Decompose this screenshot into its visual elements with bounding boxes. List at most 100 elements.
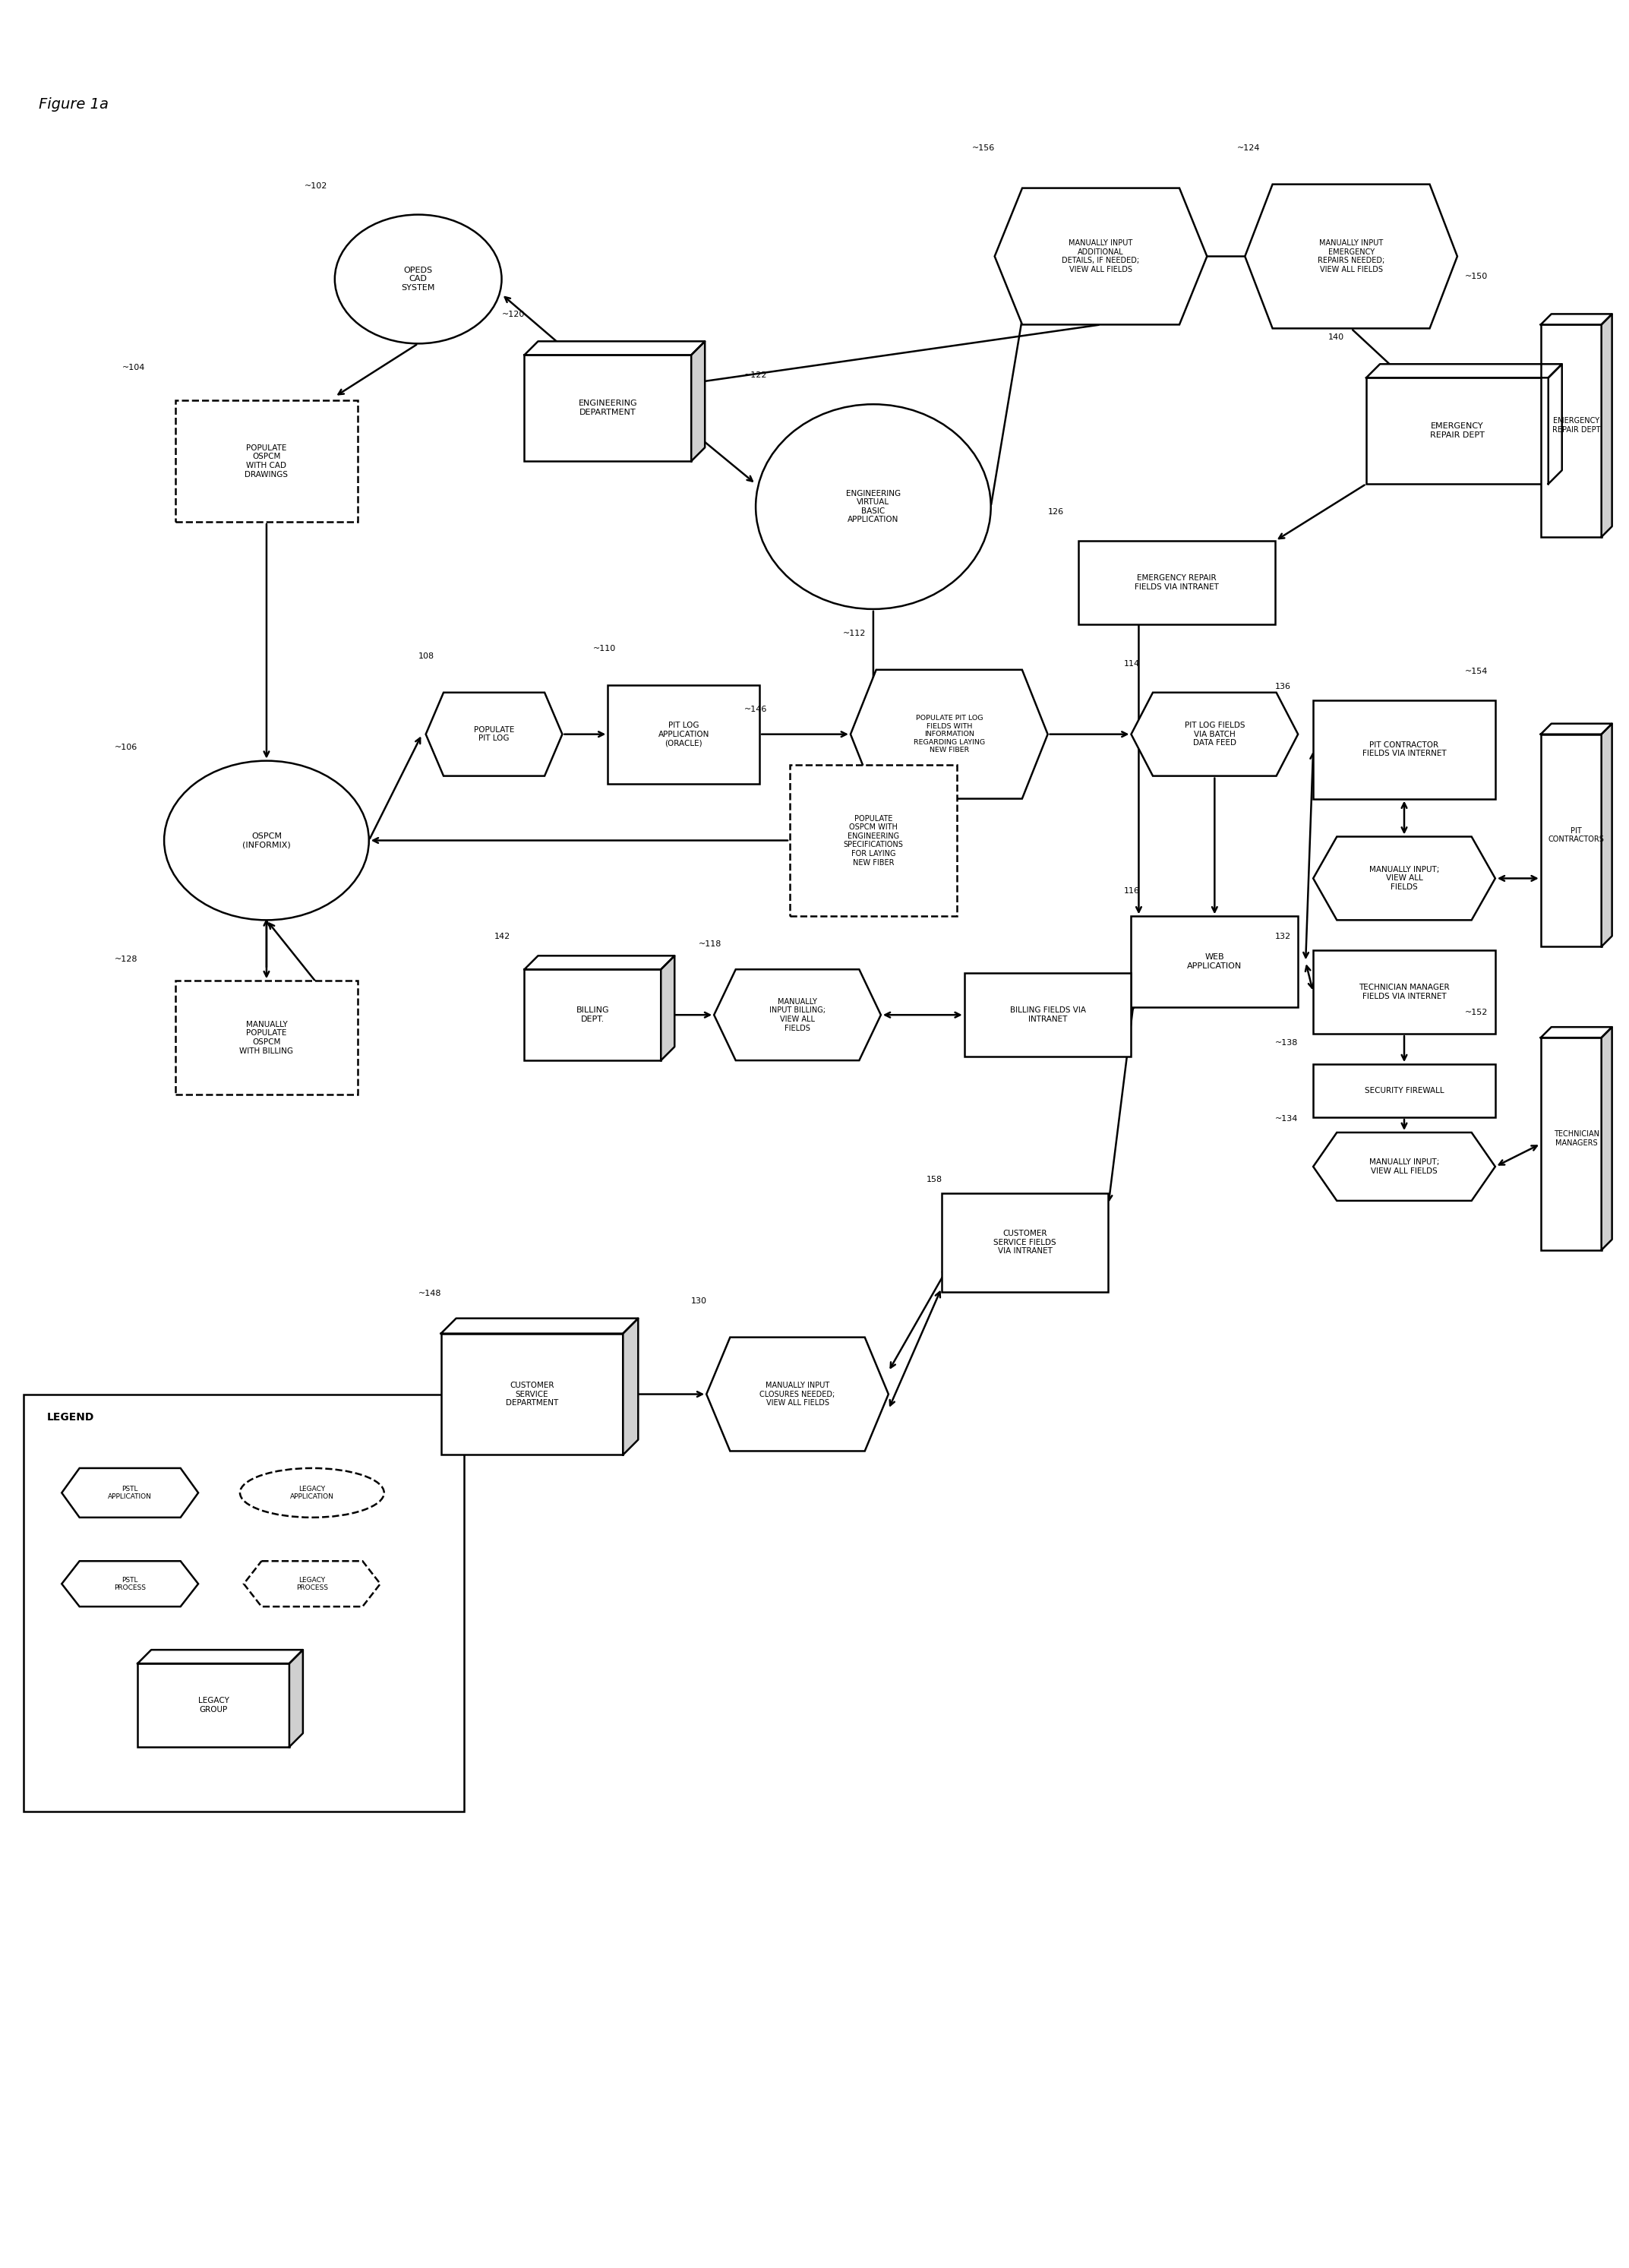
- Text: ENGINEERING
DEPARTMENT: ENGINEERING DEPARTMENT: [578, 399, 637, 417]
- Bar: [1367, 379, 1548, 483]
- Text: TECHNICIAN MANAGER
FIELDS VIA INTERNET: TECHNICIAN MANAGER FIELDS VIA INTERNET: [1359, 984, 1450, 1000]
- Bar: [964, 973, 1131, 1057]
- Text: ~146: ~146: [744, 705, 767, 712]
- Text: LEGACY
APPLICATION: LEGACY APPLICATION: [290, 1486, 334, 1499]
- Text: OPEDS
CAD
SYSTEM: OPEDS CAD SYSTEM: [401, 268, 435, 293]
- Polygon shape: [1245, 184, 1458, 329]
- Polygon shape: [1541, 313, 1613, 324]
- Polygon shape: [1541, 1027, 1613, 1039]
- Text: PIT LOG FIELDS
VIA BATCH
DATA FEED: PIT LOG FIELDS VIA BATCH DATA FEED: [1184, 721, 1245, 746]
- Text: ~110: ~110: [593, 644, 616, 653]
- Text: ~156: ~156: [973, 145, 995, 152]
- Text: LEGEND: LEGEND: [47, 1411, 94, 1422]
- Text: MANUALLY INPUT;
VIEW ALL
FIELDS: MANUALLY INPUT; VIEW ALL FIELDS: [1368, 866, 1440, 891]
- Text: BILLING
DEPT.: BILLING DEPT.: [577, 1007, 609, 1023]
- Polygon shape: [244, 1560, 380, 1606]
- Polygon shape: [691, 340, 705, 460]
- Text: MANUALLY
POPULATE
OSPCM
WITH BILLING: MANUALLY POPULATE OSPCM WITH BILLING: [239, 1021, 293, 1055]
- Text: PSTL
PROCESS: PSTL PROCESS: [114, 1576, 147, 1592]
- Polygon shape: [714, 968, 881, 1061]
- Bar: [176, 401, 357, 522]
- Polygon shape: [995, 188, 1207, 324]
- Text: LEGACY
GROUP: LEGACY GROUP: [197, 1696, 230, 1712]
- Bar: [525, 356, 691, 460]
- Bar: [1313, 950, 1495, 1034]
- Ellipse shape: [336, 215, 502, 342]
- Text: ~112: ~112: [842, 631, 867, 637]
- Text: PIT LOG
APPLICATION
(ORACLE): PIT LOG APPLICATION (ORACLE): [658, 721, 709, 746]
- Polygon shape: [441, 1318, 639, 1334]
- Text: ~128: ~128: [114, 955, 138, 964]
- Text: MANUALLY INPUT;
VIEW ALL FIELDS: MANUALLY INPUT; VIEW ALL FIELDS: [1368, 1159, 1440, 1175]
- Bar: [24, 1395, 464, 1812]
- Polygon shape: [1601, 723, 1613, 946]
- Polygon shape: [1131, 692, 1298, 776]
- Polygon shape: [707, 1338, 888, 1452]
- Text: ~124: ~124: [1238, 145, 1261, 152]
- Text: EMERGENCY
REPAIR DEPT: EMERGENCY REPAIR DEPT: [1552, 417, 1600, 433]
- Text: PSTL
APPLICATION: PSTL APPLICATION: [108, 1486, 151, 1499]
- Bar: [1313, 1064, 1495, 1118]
- Text: Figure 1a: Figure 1a: [39, 98, 109, 111]
- Text: ~102: ~102: [305, 181, 327, 191]
- Bar: [1541, 1039, 1601, 1250]
- Text: EMERGENCY
REPAIR DEPT: EMERGENCY REPAIR DEPT: [1430, 422, 1484, 440]
- Text: MANUALLY INPUT
EMERGENCY
REPAIRS NEEDED;
VIEW ALL FIELDS: MANUALLY INPUT EMERGENCY REPAIRS NEEDED;…: [1318, 240, 1385, 274]
- Polygon shape: [62, 1560, 199, 1606]
- Polygon shape: [1313, 837, 1495, 921]
- Polygon shape: [1601, 313, 1613, 538]
- Text: ~122: ~122: [744, 372, 767, 379]
- Text: 142: 142: [494, 932, 510, 941]
- Text: POPULATE
OSPCM
WITH CAD
DRAWINGS: POPULATE OSPCM WITH CAD DRAWINGS: [244, 445, 288, 479]
- Text: CUSTOMER
SERVICE FIELDS
VIA INTRANET: CUSTOMER SERVICE FIELDS VIA INTRANET: [994, 1229, 1056, 1254]
- Text: 130: 130: [691, 1297, 707, 1304]
- Text: ~154: ~154: [1464, 667, 1487, 676]
- Ellipse shape: [756, 404, 990, 610]
- Bar: [1541, 735, 1601, 946]
- Text: 132: 132: [1276, 932, 1292, 941]
- Polygon shape: [850, 669, 1047, 798]
- Text: ~134: ~134: [1276, 1116, 1298, 1123]
- Bar: [525, 968, 661, 1061]
- Text: 126: 126: [1047, 508, 1064, 515]
- Bar: [1541, 324, 1601, 538]
- Text: PIT CONTRACTOR
FIELDS VIA INTERNET: PIT CONTRACTOR FIELDS VIA INTERNET: [1362, 742, 1447, 758]
- Bar: [1078, 540, 1276, 624]
- Text: POPULATE
PIT LOG: POPULATE PIT LOG: [474, 726, 515, 742]
- Text: WEB
APPLICATION: WEB APPLICATION: [1188, 953, 1241, 971]
- Text: 136: 136: [1276, 683, 1292, 689]
- Text: ~152: ~152: [1464, 1009, 1487, 1016]
- Polygon shape: [1541, 723, 1613, 735]
- Polygon shape: [525, 340, 705, 356]
- Ellipse shape: [239, 1467, 384, 1517]
- Text: 114: 114: [1124, 660, 1140, 667]
- Polygon shape: [661, 955, 674, 1061]
- Text: SECURITY FIREWALL: SECURITY FIREWALL: [1365, 1086, 1443, 1095]
- Text: 140: 140: [1328, 333, 1344, 340]
- Text: OSPCM
(INFORMIX): OSPCM (INFORMIX): [243, 832, 290, 848]
- Polygon shape: [290, 1649, 303, 1746]
- Text: MANUALLY
INPUT BILLING;
VIEW ALL
FIELDS: MANUALLY INPUT BILLING; VIEW ALL FIELDS: [769, 998, 826, 1032]
- Polygon shape: [525, 955, 674, 968]
- Text: ~148: ~148: [419, 1290, 441, 1297]
- Polygon shape: [1313, 1132, 1495, 1200]
- Text: ~118: ~118: [699, 941, 722, 948]
- Text: ~120: ~120: [502, 311, 525, 318]
- Text: EMERGENCY REPAIR
FIELDS VIA INTRANET: EMERGENCY REPAIR FIELDS VIA INTRANET: [1134, 574, 1218, 590]
- Bar: [608, 685, 759, 782]
- Text: TECHNICIAN
MANAGERS: TECHNICIAN MANAGERS: [1554, 1129, 1600, 1148]
- Polygon shape: [1367, 365, 1562, 379]
- Polygon shape: [1548, 365, 1562, 483]
- Bar: [441, 1334, 622, 1454]
- Text: ~150: ~150: [1464, 272, 1487, 281]
- Polygon shape: [622, 1318, 639, 1454]
- Text: 108: 108: [419, 653, 435, 660]
- Polygon shape: [1601, 1027, 1613, 1250]
- Text: CUSTOMER
SERVICE
DEPARTMENT: CUSTOMER SERVICE DEPARTMENT: [505, 1381, 559, 1406]
- Text: 158: 158: [927, 1175, 943, 1184]
- Text: 116: 116: [1124, 887, 1140, 896]
- Polygon shape: [62, 1467, 199, 1517]
- Text: MANUALLY INPUT
CLOSURES NEEDED;
VIEW ALL FIELDS: MANUALLY INPUT CLOSURES NEEDED; VIEW ALL…: [759, 1381, 836, 1406]
- Text: LEGACY
PROCESS: LEGACY PROCESS: [296, 1576, 327, 1592]
- Ellipse shape: [165, 760, 368, 921]
